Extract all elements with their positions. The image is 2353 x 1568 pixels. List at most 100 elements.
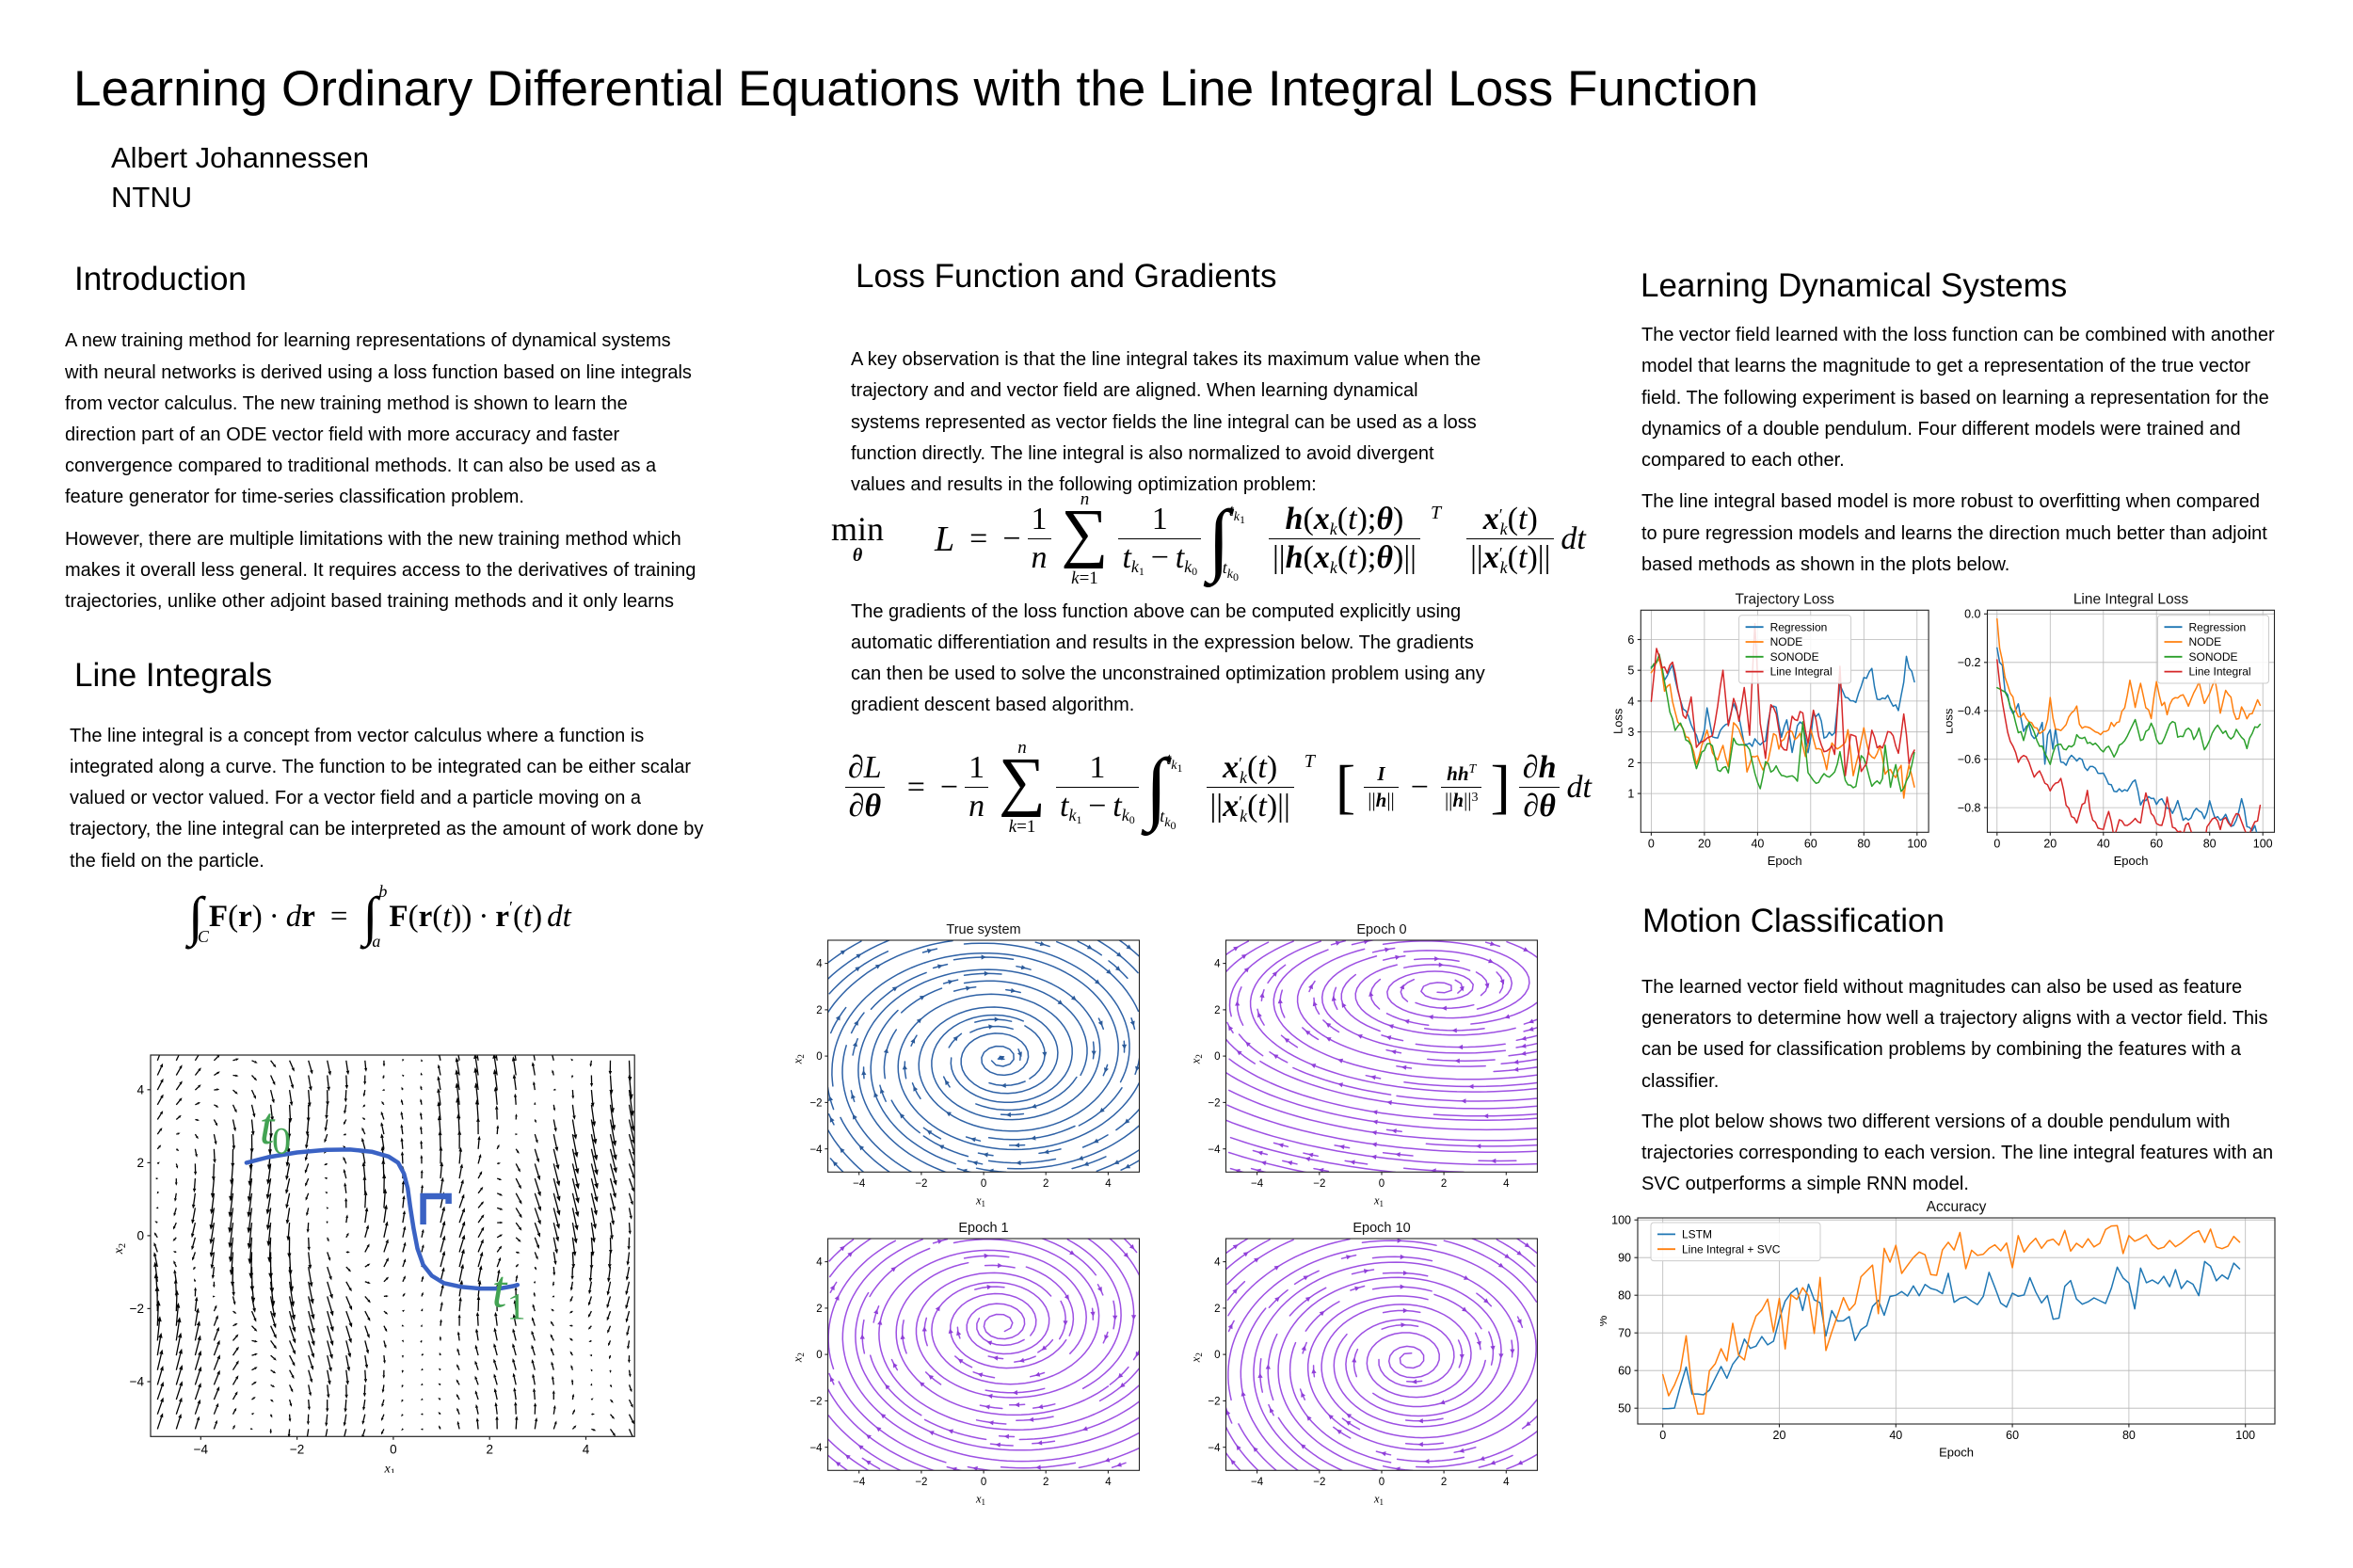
svg-text:2: 2	[1627, 757, 1634, 770]
svg-text:SONODE: SONODE	[2189, 650, 2238, 664]
svg-text:4: 4	[1214, 959, 1221, 970]
svg-text:−4: −4	[853, 1476, 866, 1487]
svg-text:Line Integral + SVC: Line Integral + SVC	[1682, 1242, 1781, 1256]
svg-text:80: 80	[2122, 1429, 2136, 1442]
svg-text:20: 20	[1698, 837, 1711, 850]
svg-text:Regression: Regression	[1770, 620, 1828, 633]
svg-text:2: 2	[486, 1442, 493, 1456]
svg-text:20: 20	[1773, 1429, 1786, 1442]
svg-text:−4: −4	[130, 1375, 145, 1389]
svg-text:−2: −2	[915, 1476, 927, 1487]
svg-text:x1: x1	[383, 1462, 394, 1473]
svg-text:Regression: Regression	[2189, 620, 2247, 633]
svg-text:Loss: Loss	[1946, 708, 1956, 734]
svg-text:0: 0	[1379, 1476, 1385, 1487]
svg-text:−4: −4	[853, 1178, 866, 1190]
svg-text:100: 100	[2235, 1429, 2255, 1442]
svg-text:60: 60	[1804, 837, 1817, 850]
svg-text:−2: −2	[1313, 1476, 1325, 1487]
svg-text:20: 20	[2043, 837, 2057, 850]
svg-text:True system: True system	[946, 922, 1020, 937]
svg-text:0: 0	[1214, 1051, 1220, 1063]
svg-text:2: 2	[816, 1304, 822, 1315]
svg-text:x2: x2	[792, 1054, 807, 1064]
svg-text:60: 60	[1618, 1365, 1631, 1378]
svg-text:70: 70	[1618, 1327, 1631, 1340]
svg-text:40: 40	[1751, 837, 1764, 850]
svg-text:2: 2	[1441, 1178, 1447, 1190]
svg-text:x2: x2	[1190, 1352, 1205, 1363]
svg-text:4: 4	[816, 959, 823, 970]
svg-text:0: 0	[981, 1476, 986, 1487]
svg-text:−0.8: −0.8	[1958, 802, 1981, 815]
svg-text:SONODE: SONODE	[1770, 650, 1819, 664]
svg-text:4: 4	[1503, 1476, 1510, 1487]
svg-text:t: t	[260, 1097, 276, 1156]
svg-text:3: 3	[1627, 726, 1634, 739]
svg-text:t: t	[492, 1261, 508, 1320]
svg-text:Epoch: Epoch	[1939, 1446, 1974, 1460]
svg-text:−0.4: −0.4	[1958, 705, 1981, 718]
svg-text:4: 4	[583, 1442, 590, 1456]
svg-text:−2: −2	[809, 1396, 822, 1407]
svg-text:0: 0	[816, 1350, 822, 1361]
svg-text:x1: x1	[975, 1492, 985, 1507]
svg-text:Epoch: Epoch	[2114, 854, 2149, 868]
svg-text:40: 40	[1889, 1429, 1902, 1442]
svg-text:−2: −2	[1208, 1396, 1220, 1407]
svg-text:0: 0	[1993, 837, 2000, 850]
svg-text:0: 0	[136, 1229, 144, 1243]
svg-text:2: 2	[136, 1156, 144, 1170]
svg-text:4: 4	[1627, 695, 1634, 708]
svg-text:2: 2	[1214, 1005, 1220, 1016]
svg-text:−4: −4	[1251, 1178, 1264, 1190]
svg-text:2: 2	[1043, 1476, 1048, 1487]
svg-text:%: %	[1600, 1315, 1609, 1326]
svg-text:100: 100	[2253, 837, 2273, 850]
svg-text:4: 4	[816, 1256, 823, 1268]
svg-text:1: 1	[507, 1285, 526, 1327]
svg-text:Line Integral: Line Integral	[1770, 665, 1833, 679]
svg-text:0: 0	[390, 1442, 397, 1456]
svg-text:0: 0	[1379, 1178, 1385, 1190]
svg-text:Accuracy: Accuracy	[1927, 1199, 1987, 1215]
svg-text:60: 60	[2150, 837, 2163, 850]
svg-text:0: 0	[1214, 1350, 1220, 1361]
svg-text:x1: x1	[1373, 1193, 1384, 1208]
svg-text:1: 1	[1627, 788, 1634, 801]
svg-text:80: 80	[1857, 837, 1870, 850]
svg-text:60: 60	[2006, 1429, 2019, 1442]
svg-text:−4: −4	[1208, 1144, 1221, 1156]
svg-text:4: 4	[1105, 1178, 1112, 1190]
svg-text:−0.2: −0.2	[1958, 656, 1981, 669]
svg-text:Line Integral: Line Integral	[2189, 665, 2251, 679]
svg-text:0: 0	[272, 1119, 291, 1161]
svg-text:x2: x2	[1190, 1054, 1205, 1064]
svg-text:2: 2	[1043, 1178, 1048, 1190]
svg-text:−2: −2	[1208, 1098, 1220, 1110]
svg-text:−4: −4	[809, 1442, 823, 1453]
svg-text:0: 0	[981, 1178, 986, 1190]
svg-text:−2: −2	[1313, 1178, 1325, 1190]
svg-text:−4: −4	[809, 1144, 823, 1156]
svg-text:Epoch 0: Epoch 0	[1356, 922, 1406, 937]
svg-text:2: 2	[1441, 1476, 1447, 1487]
svg-text:4: 4	[136, 1082, 144, 1096]
svg-text:x1: x1	[975, 1193, 985, 1208]
svg-text:100: 100	[1611, 1214, 1631, 1227]
svg-text:2: 2	[816, 1005, 822, 1016]
svg-text:100: 100	[1907, 837, 1927, 850]
svg-text:Line Integral Loss: Line Integral Loss	[2073, 591, 2189, 607]
svg-text:−0.6: −0.6	[1958, 753, 1981, 766]
svg-text:x2: x2	[792, 1352, 807, 1363]
svg-text:80: 80	[2203, 837, 2217, 850]
svg-text:NODE: NODE	[1770, 635, 1803, 648]
svg-text:0.0: 0.0	[1964, 608, 1980, 621]
svg-text:Loss: Loss	[1610, 708, 1625, 734]
svg-text:−2: −2	[915, 1178, 927, 1190]
svg-text:x1: x1	[1373, 1492, 1384, 1507]
svg-text:Trajectory Loss: Trajectory Loss	[1736, 591, 1835, 607]
svg-text:4: 4	[1503, 1178, 1510, 1190]
svg-text:LSTM: LSTM	[1682, 1228, 1712, 1241]
svg-text:0: 0	[816, 1051, 822, 1063]
